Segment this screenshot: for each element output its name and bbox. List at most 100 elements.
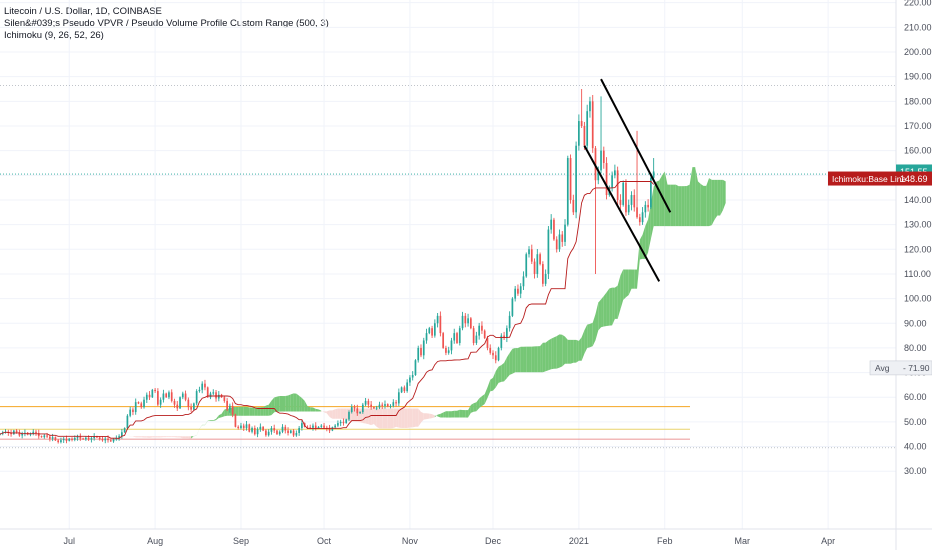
candle-body[interactable] <box>51 437 54 439</box>
candle-body[interactable] <box>129 409 132 416</box>
candle-body[interactable] <box>397 392 400 404</box>
candle-body[interactable] <box>209 393 212 398</box>
candle-body[interactable] <box>514 288 517 299</box>
candle-body[interactable] <box>212 392 215 394</box>
candle-body[interactable] <box>35 431 37 433</box>
candle-body[interactable] <box>126 415 129 429</box>
candle-body[interactable] <box>181 393 184 398</box>
candle-body[interactable] <box>497 347 500 361</box>
candle-body[interactable] <box>223 397 226 401</box>
candle-body[interactable] <box>85 437 87 440</box>
candle-body[interactable] <box>447 350 450 353</box>
candle-body[interactable] <box>472 328 475 343</box>
candle-body[interactable] <box>638 217 641 223</box>
candle-body[interactable] <box>450 340 453 351</box>
candle-body[interactable] <box>98 437 101 440</box>
candle-body[interactable] <box>24 432 26 434</box>
candle-body[interactable] <box>301 423 303 429</box>
candle-body[interactable] <box>104 438 107 441</box>
candle-body[interactable] <box>433 323 436 336</box>
candle-body[interactable] <box>456 333 458 343</box>
candle-body[interactable] <box>309 427 312 429</box>
candle-body[interactable] <box>508 315 511 329</box>
candle-body[interactable] <box>536 254 539 274</box>
candle-body[interactable] <box>115 437 118 440</box>
candle-body[interactable] <box>190 407 192 410</box>
candle-body[interactable] <box>107 438 109 441</box>
candle-body[interactable] <box>240 425 242 429</box>
candle-body[interactable] <box>231 405 234 415</box>
candle-body[interactable] <box>73 437 76 440</box>
candle-body[interactable] <box>65 438 68 441</box>
candle-body[interactable] <box>644 204 647 213</box>
candle-body[interactable] <box>539 254 541 265</box>
candle-body[interactable] <box>62 438 65 441</box>
candle-body[interactable] <box>204 383 206 388</box>
candle-body[interactable] <box>118 436 120 438</box>
candle-body[interactable] <box>353 407 356 409</box>
candle-body[interactable] <box>439 315 442 334</box>
candle-body[interactable] <box>625 182 627 213</box>
candle-body[interactable] <box>314 425 317 429</box>
candle-body[interactable] <box>93 436 96 439</box>
candle-body[interactable] <box>328 428 331 431</box>
candle-body[interactable] <box>583 125 586 146</box>
candle-body[interactable] <box>359 412 361 414</box>
candle-body[interactable] <box>134 402 137 413</box>
candle-body[interactable] <box>544 273 547 284</box>
candle-body[interactable] <box>79 436 82 439</box>
candle-body[interactable] <box>168 392 170 398</box>
candle-body[interactable] <box>445 347 447 353</box>
candle-body[interactable] <box>170 392 173 401</box>
candle-body[interactable] <box>564 224 566 242</box>
candle-body[interactable] <box>511 298 514 316</box>
candle-body[interactable] <box>494 355 497 361</box>
candle-body[interactable] <box>154 389 156 392</box>
candle-body[interactable] <box>566 158 569 225</box>
candle-body[interactable] <box>276 430 278 435</box>
candle-body[interactable] <box>483 330 486 339</box>
candle-body[interactable] <box>287 430 289 433</box>
price-axis[interactable]: 30.0040.0050.0060.0070.0080.0090.00100.0… <box>904 0 932 476</box>
candle-body[interactable] <box>428 328 431 334</box>
candle-body[interactable] <box>409 377 411 383</box>
candle-body[interactable] <box>121 432 123 437</box>
candle-body[interactable] <box>345 419 348 424</box>
candle-body[interactable] <box>137 402 140 404</box>
candle-body[interactable] <box>400 387 403 393</box>
candle-body[interactable] <box>292 430 295 436</box>
candle-body[interactable] <box>420 347 422 356</box>
candle-body[interactable] <box>575 145 577 213</box>
candle-body[interactable] <box>605 162 608 196</box>
candle-body[interactable] <box>417 347 420 361</box>
candle-body[interactable] <box>630 195 633 205</box>
candle-body[interactable] <box>60 440 62 443</box>
legend-ichimoku-indicator[interactable]: Ichimoku (9, 26, 52, 26) <box>4 30 104 41</box>
candle-body[interactable] <box>187 399 190 408</box>
candle-body[interactable] <box>367 400 370 405</box>
candle-body[interactable] <box>558 234 561 250</box>
candle-body[interactable] <box>337 423 339 426</box>
candle-body[interactable] <box>193 403 195 410</box>
candle-body[interactable] <box>550 219 553 230</box>
candle-body[interactable] <box>71 438 73 440</box>
candle-body[interactable] <box>636 207 638 218</box>
candle-body[interactable] <box>525 254 528 277</box>
candle-body[interactable] <box>503 335 505 339</box>
candle-body[interactable] <box>320 425 323 427</box>
candle-body[interactable] <box>414 360 417 376</box>
candle-body[interactable] <box>597 170 600 181</box>
candle-body[interactable] <box>611 175 613 188</box>
candle-body[interactable] <box>109 440 112 442</box>
candle-body[interactable] <box>323 425 325 428</box>
candle-body[interactable] <box>198 389 201 392</box>
trendline[interactable] <box>600 78 672 213</box>
candle-body[interactable] <box>406 382 409 392</box>
candle-body[interactable] <box>256 429 259 435</box>
candle-body[interactable] <box>173 400 176 405</box>
candle-body[interactable] <box>253 428 256 435</box>
candle-body[interactable] <box>29 433 32 435</box>
candle-body[interactable] <box>145 394 148 400</box>
candle-body[interactable] <box>652 171 655 178</box>
